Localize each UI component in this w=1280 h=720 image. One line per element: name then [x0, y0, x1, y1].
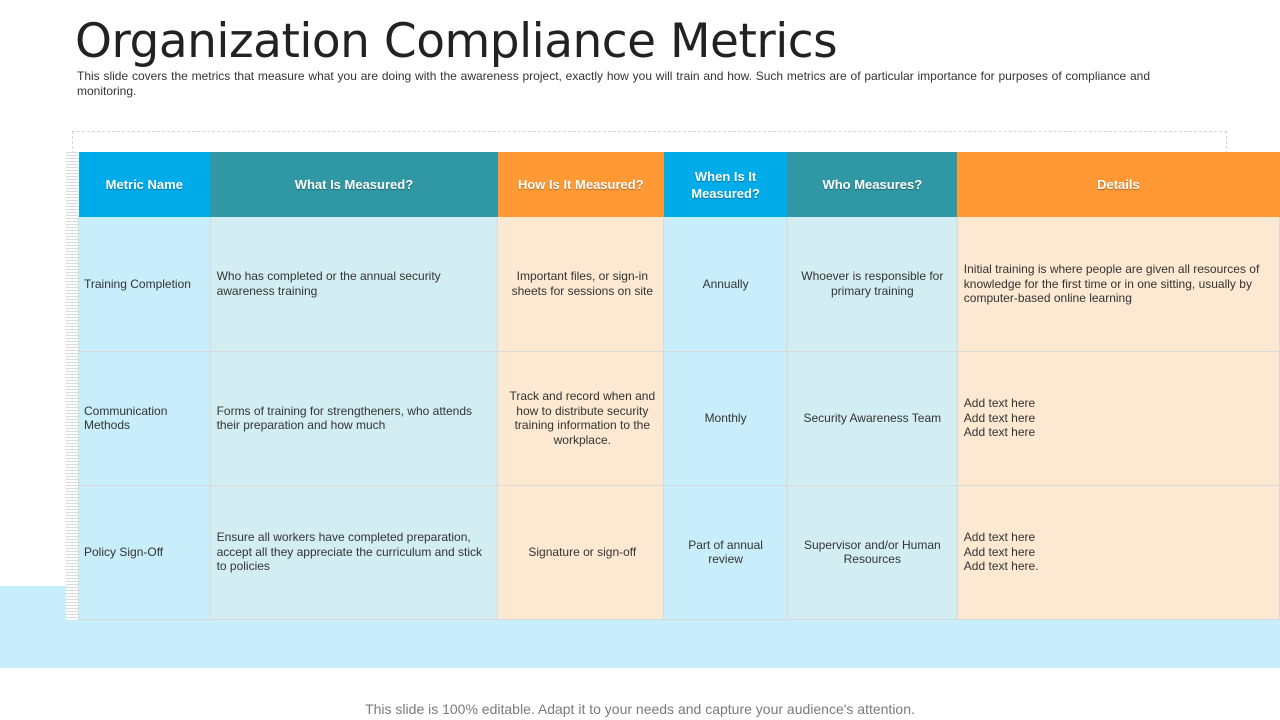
table-row: Training Completion Who has completed or…: [78, 217, 1280, 352]
cell-how-is-it-measured: Important files, or sign-in sheets for s…: [497, 217, 665, 352]
header-when-is-it-measured: When Is It Measured?: [663, 152, 788, 217]
cell-who-measures: Security Awareness Team: [786, 351, 958, 486]
cell-when-is-it-measured: Annually: [663, 217, 788, 352]
details-line: Add text here: [963, 530, 1036, 545]
table-row: Communication Methods Forms of training …: [78, 351, 1280, 486]
header-how-is-it-measured: How Is It Measured?: [497, 152, 664, 217]
page-subtitle: This slide covers the metrics that measu…: [77, 69, 1150, 98]
header-details: Details: [957, 152, 1280, 217]
header-metric-name: Metric Name: [78, 152, 211, 217]
details-line: Add text here: [963, 425, 1036, 440]
details-line: Add text here: [963, 396, 1036, 411]
cell-metric-name: Communication Methods: [78, 351, 211, 486]
decorative-stripes: [66, 152, 78, 620]
header-who-measures: Who Measures?: [787, 152, 958, 217]
cell-what-is-measured: Ensure all workers have completed prepar…: [209, 485, 499, 620]
cell-metric-name: Policy Sign-Off: [78, 485, 211, 620]
header-what-is-measured: What Is Measured?: [210, 152, 498, 217]
compliance-metrics-table: Metric Name What Is Measured? How Is It …: [78, 152, 1280, 620]
cell-what-is-measured: Who has completed or the annual security…: [209, 217, 499, 352]
cell-who-measures: Supervisor and/or Human Resources: [786, 485, 958, 620]
footer-note: This slide is 100% editable. Adapt it to…: [365, 701, 915, 717]
details-line: Add text here: [963, 410, 1036, 425]
details-line: Add text here: [963, 544, 1036, 559]
page-title: Organization Compliance Metrics: [75, 14, 838, 69]
cell-when-is-it-measured: Monthly: [663, 351, 788, 486]
cell-details: Add text here Add text here Add text her…: [956, 485, 1280, 620]
table-row: Policy Sign-Off Ensure all workers have …: [78, 485, 1280, 620]
cell-who-measures: Whoever is responsible for primary train…: [786, 217, 958, 352]
table-header-row: Metric Name What Is Measured? How Is It …: [78, 152, 1280, 217]
details-line: Add text here.: [963, 559, 1039, 574]
cell-when-is-it-measured: Part of annual review: [663, 485, 788, 620]
details-line: Initial training is where people are giv…: [963, 262, 1260, 305]
cell-metric-name: Training Completion: [78, 217, 211, 352]
cell-details: Add text here Add text here Add text her…: [956, 351, 1280, 486]
cell-what-is-measured: Forms of training for strengtheners, who…: [209, 351, 499, 486]
cell-details: Initial training is where people are giv…: [956, 217, 1280, 352]
cell-how-is-it-measured: Track and record when and how to distrib…: [497, 351, 665, 486]
cell-how-is-it-measured: Signature or sign-off: [497, 485, 665, 620]
